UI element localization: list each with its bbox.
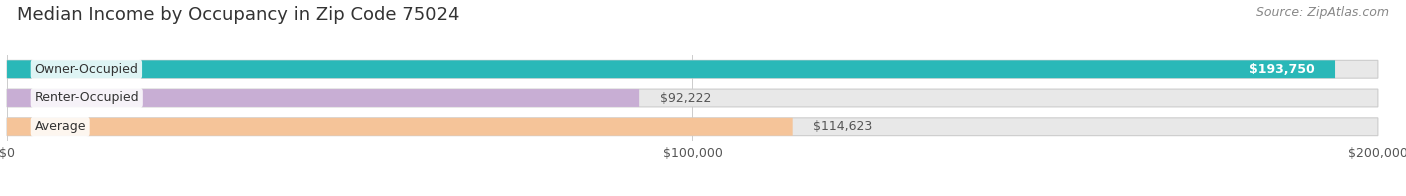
Text: Median Income by Occupancy in Zip Code 75024: Median Income by Occupancy in Zip Code 7… xyxy=(17,6,460,24)
FancyBboxPatch shape xyxy=(7,118,1378,136)
Text: Average: Average xyxy=(35,120,86,133)
FancyBboxPatch shape xyxy=(7,118,793,136)
FancyBboxPatch shape xyxy=(7,60,1336,78)
Text: Source: ZipAtlas.com: Source: ZipAtlas.com xyxy=(1256,6,1389,19)
Text: Renter-Occupied: Renter-Occupied xyxy=(35,92,139,104)
FancyBboxPatch shape xyxy=(7,60,1378,78)
Text: Owner-Occupied: Owner-Occupied xyxy=(35,63,138,76)
Text: $114,623: $114,623 xyxy=(813,120,873,133)
FancyBboxPatch shape xyxy=(7,89,1378,107)
FancyBboxPatch shape xyxy=(7,89,640,107)
Text: $193,750: $193,750 xyxy=(1249,63,1315,76)
Text: $92,222: $92,222 xyxy=(659,92,711,104)
